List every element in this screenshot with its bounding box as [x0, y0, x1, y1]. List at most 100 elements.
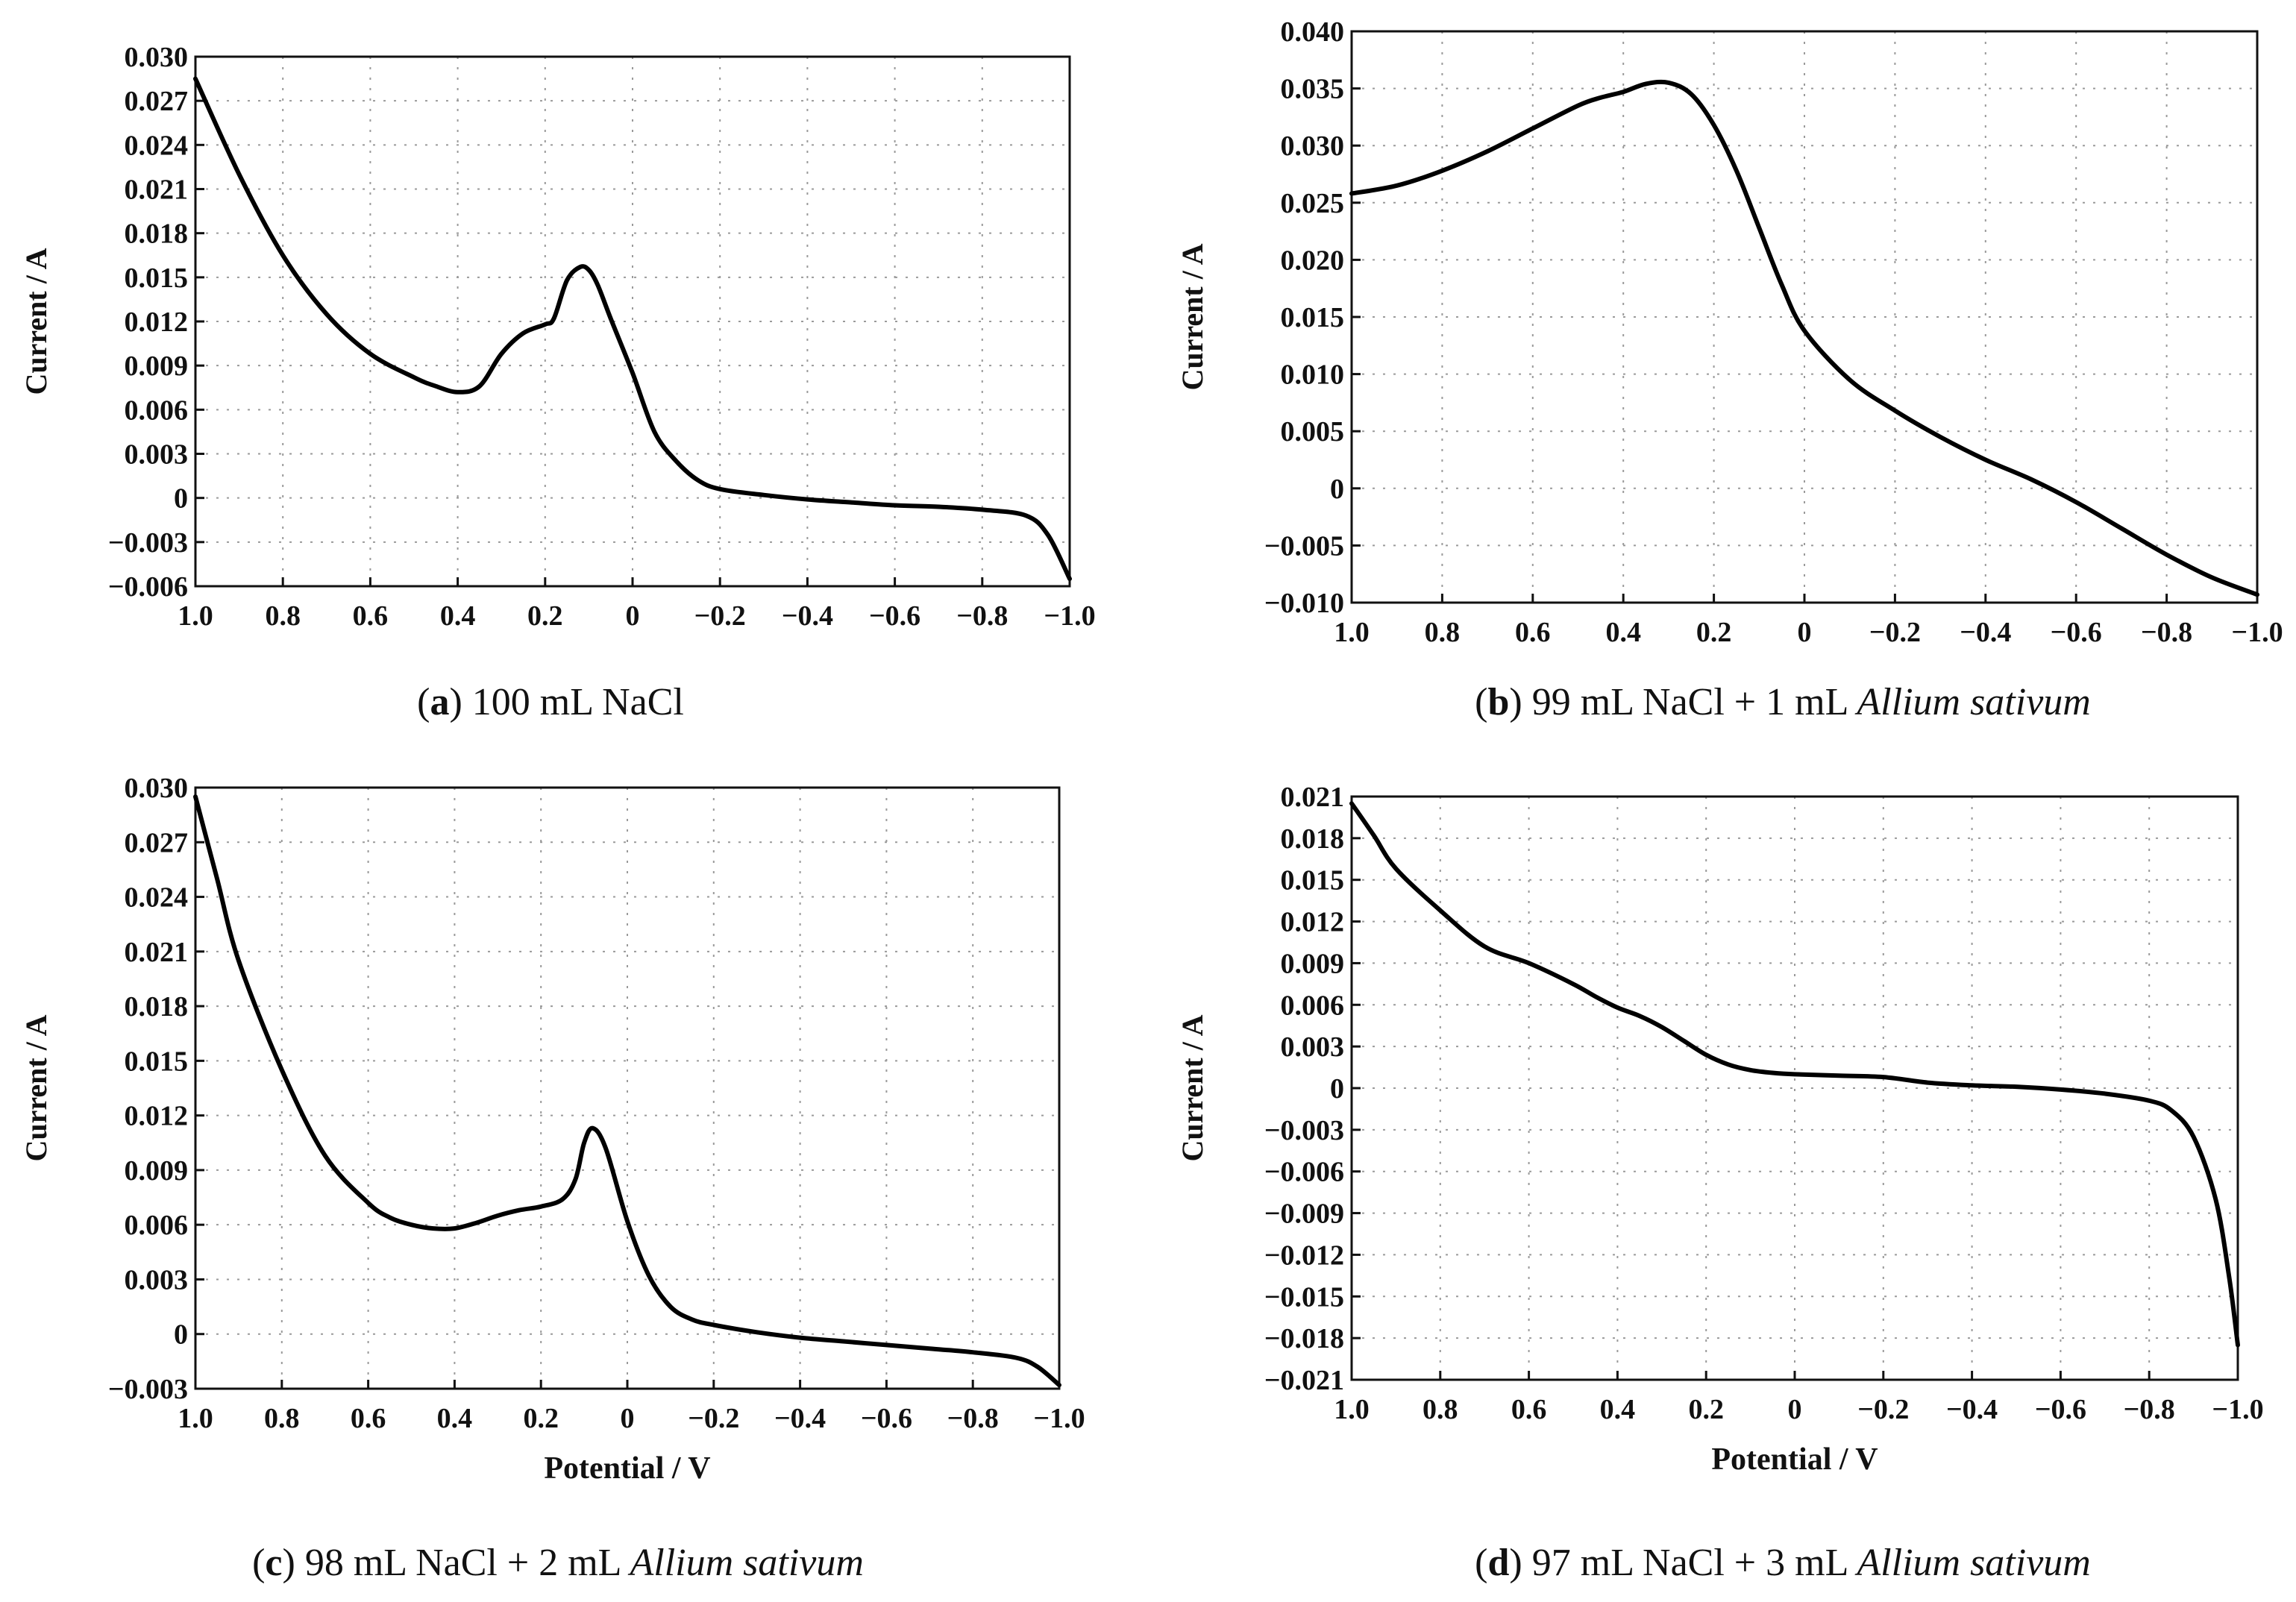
x-tick-label: −0.6	[2051, 617, 2102, 648]
y-tick-label: −0.003	[108, 1374, 188, 1405]
y-tick-label: 0.027	[125, 827, 189, 858]
x-tick-label: 0.2	[1688, 1394, 1724, 1425]
y-tick-label: 0.024	[125, 130, 189, 161]
y-tick-label: 0.030	[125, 42, 189, 73]
x-tick-label: 0.8	[264, 1403, 300, 1434]
x-tick-label: 0	[1788, 1394, 1802, 1425]
y-tick-label: 0	[174, 483, 188, 515]
x-tick-label: −1.0	[2231, 617, 2283, 648]
caption-b-italic: Allium sativum	[1857, 681, 2091, 723]
x-tick-label: 0.4	[1600, 1394, 1636, 1425]
x-tick-label: −0.6	[2035, 1394, 2086, 1425]
panel-c: 0.030 0.027 0.024 0.021 0.018 0.015 0.012 0.009…	[19, 773, 1085, 1486]
y-tick-label: 0.021	[1281, 782, 1345, 813]
x-tick-label: −0.4	[1960, 617, 2011, 648]
y-tick-label: 0.015	[125, 1046, 189, 1077]
caption-c-italic: Allium sativum	[630, 1542, 864, 1584]
caption-c: (c) 98 mL NaCl + 2 mL Allium sativum	[252, 1542, 864, 1584]
y-tick-label: −0.012	[1264, 1240, 1344, 1271]
x-tick-label: −0.6	[869, 600, 920, 632]
y-tick-label: 0.009	[1281, 948, 1345, 979]
x-tick-label: −1.0	[1033, 1403, 1085, 1434]
caption-d-italic: Allium sativum	[1857, 1542, 2091, 1584]
y-tick-label: 0.027	[125, 86, 189, 117]
y-tick-label: 0.015	[1281, 865, 1345, 896]
x-tick-label: −1.0	[1044, 600, 1095, 632]
y-tick-label: 0.009	[125, 351, 189, 382]
y-tick-label: 0.012	[125, 307, 189, 338]
y-tick-label: 0.009	[125, 1155, 189, 1187]
y-tick-label: 0.025	[1281, 188, 1345, 219]
y-tick-label: 0.030	[1281, 131, 1345, 162]
x-tick-label: 0.4	[437, 1403, 473, 1434]
panel-d: 0.021 0.018 0.015 0.012 0.009 0.006 0.003 0 −0.0…	[1176, 782, 2264, 1477]
y-tick-label: −0.003	[108, 527, 188, 559]
y-tick-label: 0.010	[1281, 359, 1345, 391]
x-tick-label: 0.8	[1423, 1394, 1458, 1425]
y-tick-label: 0.021	[125, 937, 189, 968]
x-tick-label: −0.8	[956, 600, 1008, 632]
caption-a-text: 100 mL NaCl	[471, 681, 684, 723]
x-tick-label: 0.4	[1605, 617, 1641, 648]
caption-c-letter: c	[265, 1542, 283, 1584]
y-tick-label: 0.020	[1281, 245, 1345, 276]
x-tick-label: −0.2	[1869, 617, 1921, 648]
y-tick-label: 0.006	[1281, 990, 1345, 1021]
y-tick-label: 0.018	[125, 991, 189, 1023]
y-tick-label: 0	[1330, 474, 1344, 505]
caption-d-letter: d	[1487, 1542, 1510, 1584]
y-tick-label: 0.003	[125, 439, 189, 471]
y-tick-label: 0.003	[1281, 1031, 1345, 1063]
y-tick-label: 0.018	[125, 219, 189, 250]
series-line-a	[193, 76, 1072, 582]
y-tick-label: −0.015	[1264, 1281, 1344, 1313]
caption-d-text: 97 mL NaCl + 3 mL	[1531, 1542, 1848, 1584]
x-tick-label: −0.6	[861, 1403, 912, 1434]
x-tick-label: 1.0	[178, 600, 213, 632]
x-tick-label: 0.2	[527, 600, 563, 632]
x-tick-label: −0.4	[1946, 1394, 1998, 1425]
y-tick-label: 0	[1330, 1073, 1344, 1105]
x-tick-label: 0.6	[353, 600, 389, 632]
x-tick-label: 0.2	[1696, 617, 1732, 648]
y-tick-label: −0.006	[1264, 1157, 1344, 1188]
series-line-c	[193, 794, 1061, 1388]
x-axis-label: Potential / V	[1711, 1442, 1878, 1477]
y-tick-label: −0.003	[1264, 1115, 1344, 1146]
y-tick-label: 0.040	[1281, 16, 1345, 48]
x-tick-label: 0	[621, 1403, 635, 1434]
x-tick-label: −0.8	[2124, 1394, 2175, 1425]
y-axis-label: Current / A	[1176, 243, 1209, 390]
x-tick-label: 0.6	[1511, 1394, 1547, 1425]
y-tick-label: −0.006	[108, 571, 188, 603]
x-tick-label: −0.4	[782, 600, 833, 632]
series-line-d	[1349, 801, 2240, 1348]
y-tick-label: 0.006	[125, 395, 189, 426]
y-tick-label: −0.021	[1264, 1365, 1344, 1396]
caption-a-letter: a	[430, 681, 450, 723]
y-tick-label: 0.035	[1281, 74, 1345, 105]
y-tick-label: 0.012	[1281, 907, 1345, 938]
y-tick-label: 0.005	[1281, 416, 1345, 447]
x-tick-label: 0	[1798, 617, 1812, 648]
y-tick-label: 0.018	[1281, 823, 1345, 855]
caption-b-text: 99 mL NaCl + 1 mL	[1531, 681, 1848, 723]
caption-a: (a) 100 mL NaCl	[417, 681, 684, 723]
x-tick-label: −0.2	[688, 1403, 739, 1434]
caption-b: (b) 99 mL NaCl + 1 mL Allium sativum	[1475, 681, 2091, 723]
x-tick-label: 0.4	[440, 600, 476, 632]
x-tick-label: −0.2	[1857, 1394, 1909, 1425]
x-tick-label: 0	[626, 600, 640, 632]
plot-frame	[194, 786, 1061, 1390]
x-tick-label: 1.0	[178, 1403, 213, 1434]
y-axis-label: Current / A	[19, 1014, 53, 1161]
x-tick-label: −0.2	[694, 600, 746, 632]
caption-c-text: 98 mL NaCl + 2 mL	[304, 1542, 621, 1584]
x-tick-label: 0.6	[351, 1403, 386, 1434]
y-tick-label: 0	[174, 1319, 188, 1351]
y-axis-label: Current / A	[1176, 1014, 1209, 1161]
x-tick-label: 0.8	[1425, 617, 1461, 648]
y-tick-label: 0.030	[125, 773, 189, 804]
y-tick-label: 0.012	[125, 1101, 189, 1132]
x-tick-label: 1.0	[1334, 617, 1370, 648]
